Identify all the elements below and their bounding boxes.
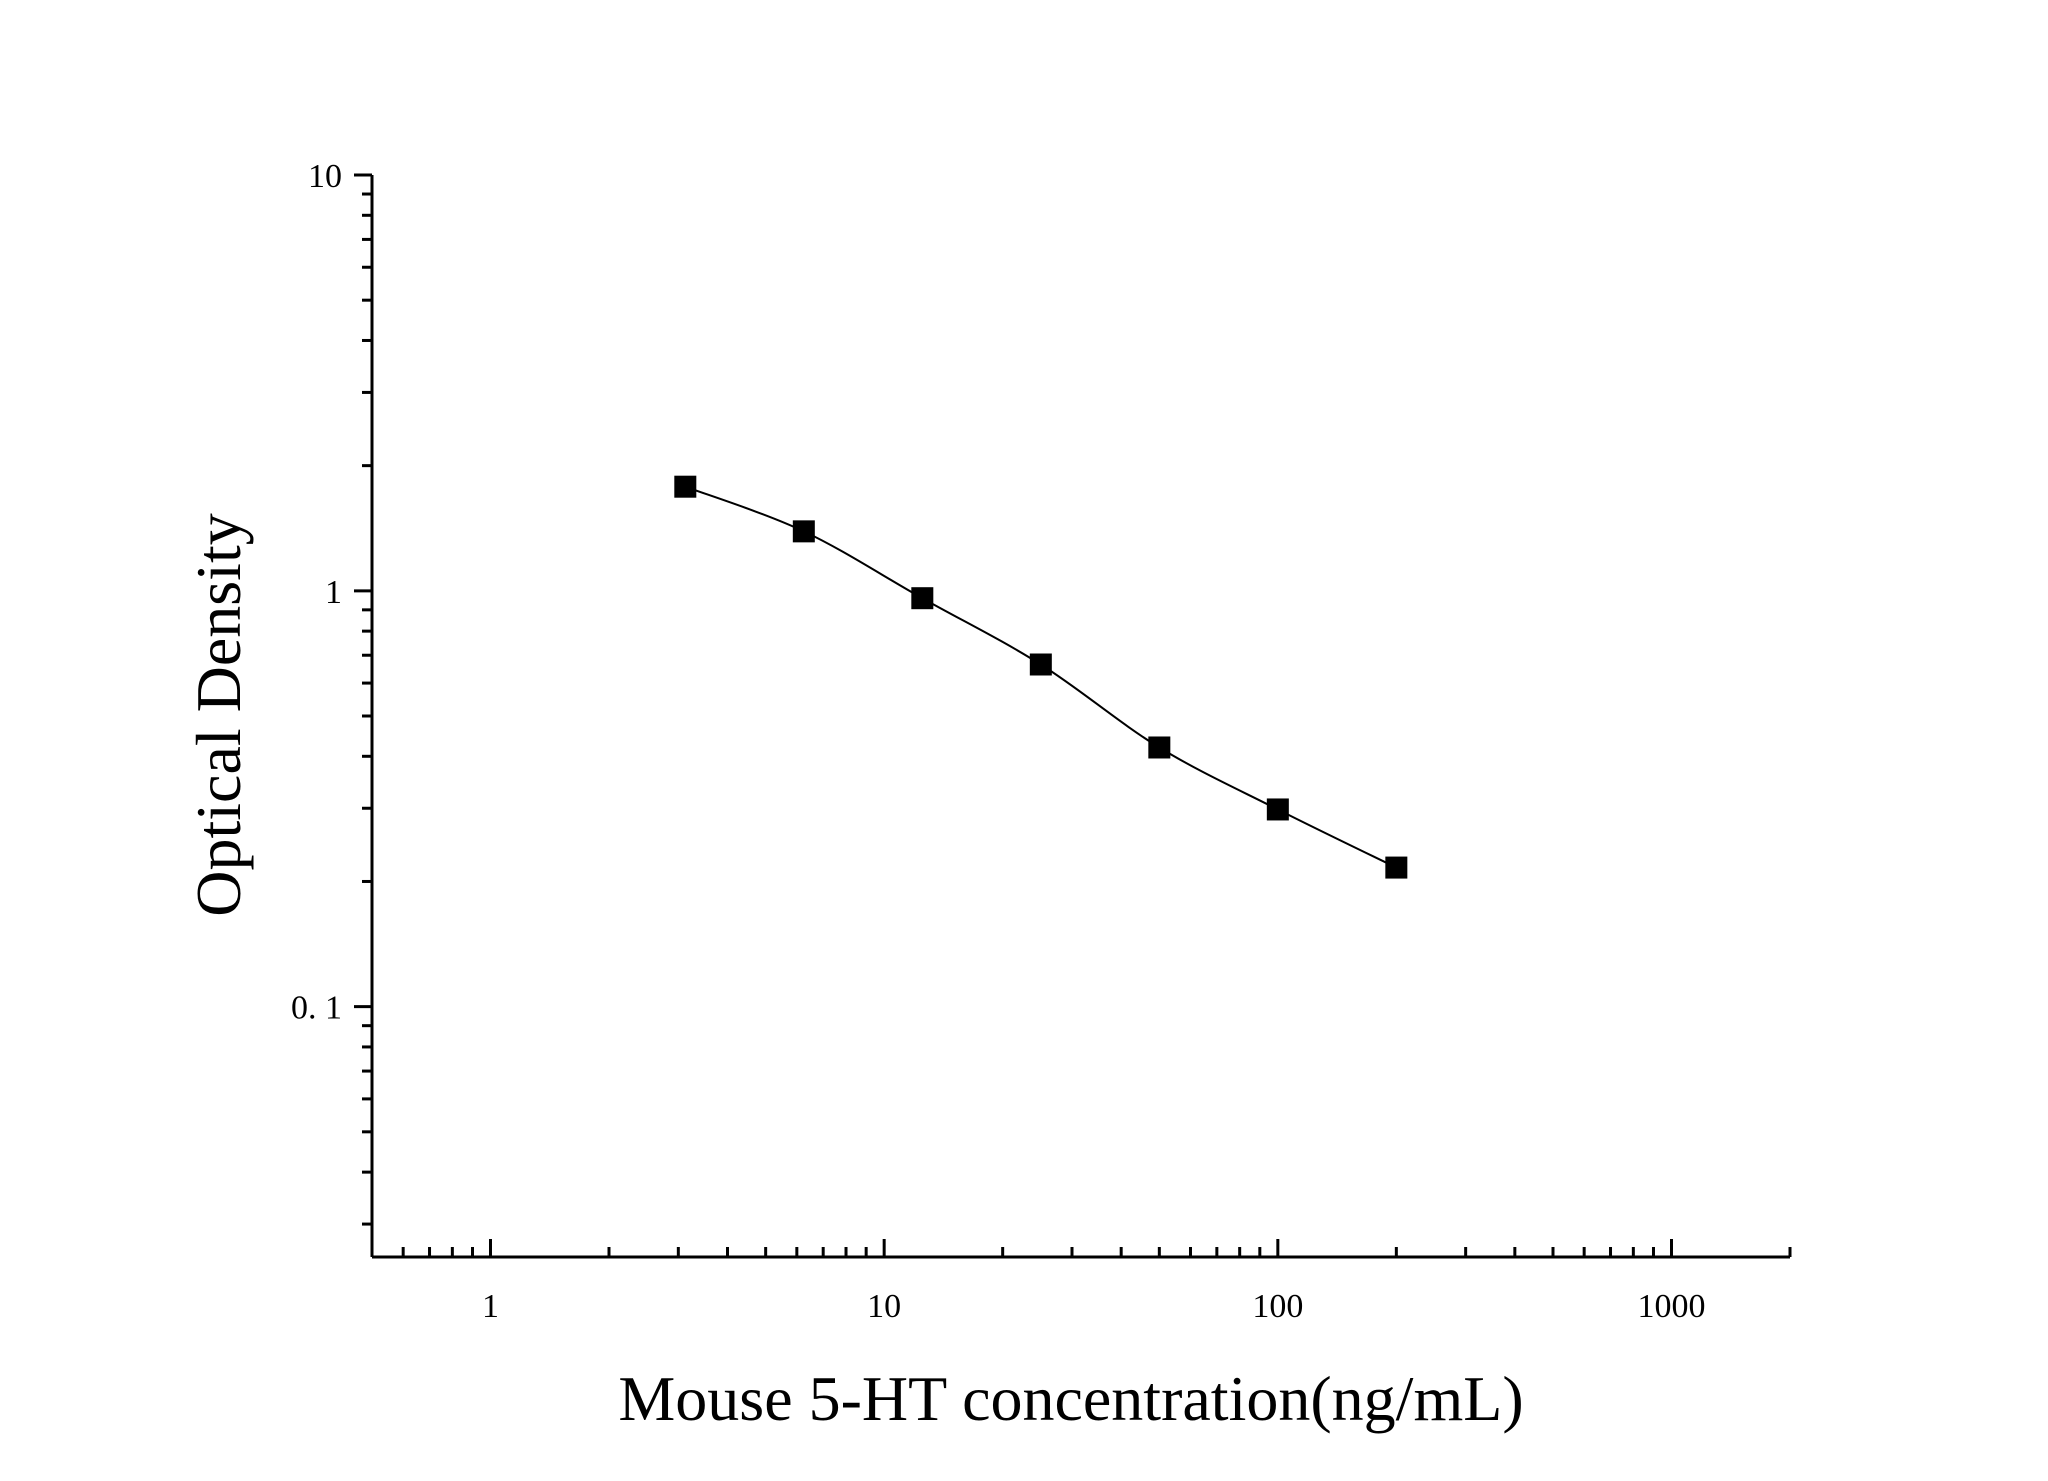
y-tick-label: 0. 1 xyxy=(291,990,342,1027)
y-axis-tick-labels: 0. 1 1 10 xyxy=(291,158,342,1027)
x-tick-label: 10 xyxy=(867,1288,901,1325)
data-point xyxy=(1385,856,1408,879)
y-axis-ticks xyxy=(354,173,372,1226)
y-axis-title: Optical Density xyxy=(183,513,254,916)
x-axis-title: Mouse 5-HT concentration(ng/mL) xyxy=(618,1363,1523,1434)
data-points xyxy=(674,475,1408,879)
fit-curve xyxy=(684,485,1397,869)
data-point xyxy=(1148,736,1171,759)
axes xyxy=(370,175,1790,1259)
x-axis-tick-labels: 1 10 100 1000 xyxy=(482,1288,1705,1325)
x-tick-label: 1000 xyxy=(1637,1288,1705,1325)
x-tick-label: 1 xyxy=(482,1288,499,1325)
y-tick-label: 10 xyxy=(308,158,342,195)
y-tick-label: 1 xyxy=(325,574,342,611)
data-point xyxy=(674,475,697,498)
x-tick-label: 100 xyxy=(1252,1288,1303,1325)
x-axis-ticks xyxy=(370,1239,1792,1257)
data-point xyxy=(792,520,815,543)
data-point xyxy=(1266,798,1289,821)
data-point xyxy=(911,587,934,610)
data-point xyxy=(1029,653,1052,676)
